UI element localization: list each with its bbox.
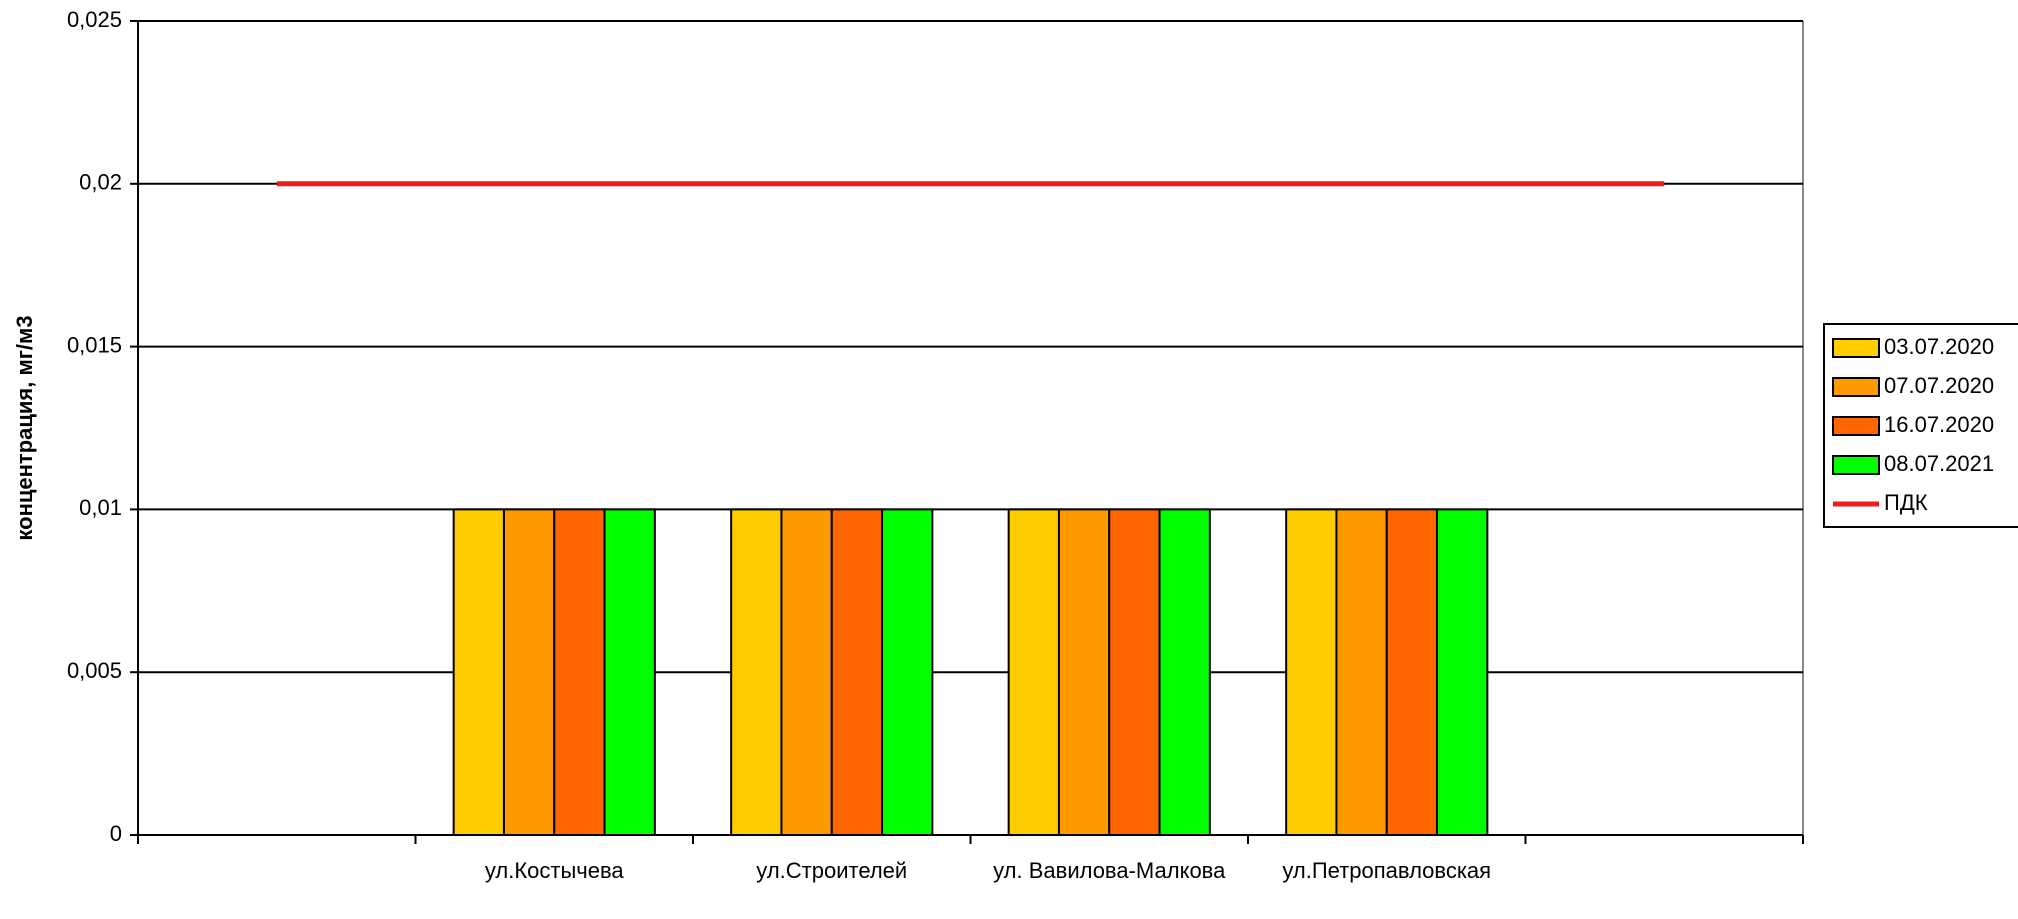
bar [553,508,606,836]
bar [603,508,656,836]
bar [1158,508,1211,836]
legend-label: 08.07.2021 [1884,451,1994,476]
bar [881,508,934,836]
bar [1108,508,1161,836]
y-tick-label: 0,025 [67,7,122,32]
bar [502,508,556,836]
legend-label: 03.07.2020 [1884,334,1994,359]
y-tick-label: 0,015 [67,332,122,357]
legend-swatch [1832,377,1880,397]
y-tick-label: 0 [110,821,122,846]
y-tick-label: 0,01 [79,495,122,520]
legend-swatch [1832,455,1880,475]
y-tick-label: 0,005 [67,658,122,683]
y-axis-title: концентрация, мг/м3 [12,315,37,540]
legend-swatch [1832,416,1880,436]
bar [1335,508,1388,836]
bar [1057,508,1111,836]
bar [730,508,783,836]
x-tick-label: ул.Петропавловская [1282,858,1492,883]
bar [830,508,884,836]
legend-label: ПДК [1884,490,1928,515]
bar [452,508,505,836]
x-tick-label: ул.Строителей [756,858,908,883]
x-tick-label: ул.Костычева [484,858,624,883]
bar [1285,508,1338,836]
x-tick-label: ул. Вавилова-Малкова [993,858,1226,883]
legend-label: 16.07.2020 [1884,412,1994,437]
bar [1385,508,1439,836]
bar [1436,508,1489,836]
legend-label: 07.07.2020 [1884,373,1994,398]
legend-swatch [1832,338,1880,358]
y-tick-label: 0,02 [79,170,122,195]
bar [780,508,833,836]
bar [1007,508,1060,836]
